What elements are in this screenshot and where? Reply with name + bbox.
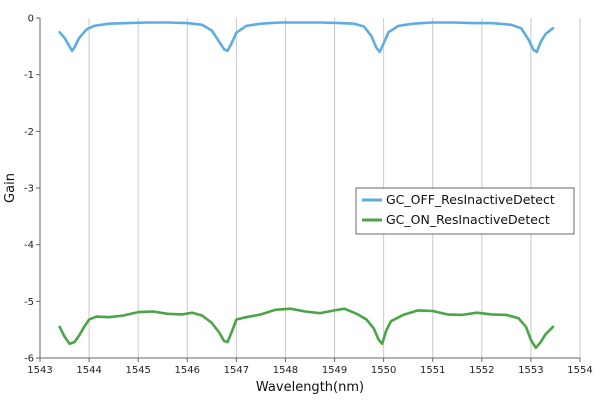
x-tick-label: 1547 xyxy=(224,365,249,376)
y-tick-labels: 0 -1 -2 -3 -4 -5 -6 xyxy=(24,14,34,365)
axes xyxy=(36,17,581,362)
x-tick-label: 1544 xyxy=(76,365,101,376)
x-tick-label: 1543 xyxy=(27,365,52,376)
y-tick-label: -5 xyxy=(24,297,34,308)
x-tick-label: 1545 xyxy=(125,365,150,376)
x-tick-label: 1552 xyxy=(469,365,494,376)
x-tick-label: 1553 xyxy=(518,365,543,376)
legend-label-gc-off: GC_OFF_ResInactiveDetect xyxy=(386,192,555,207)
data-series xyxy=(58,21,555,350)
legend-box xyxy=(355,187,575,235)
y-axis-title: Gain xyxy=(3,173,18,203)
x-tick-label: 1551 xyxy=(420,365,445,376)
x-tick-labels: 1543 1544 1545 1546 1547 1548 1549 1550 1551 1552… xyxy=(27,365,592,376)
y-tick-label: 0 xyxy=(28,14,34,25)
x-tick-label: 1546 xyxy=(175,365,200,376)
y-tick-label: -4 xyxy=(24,240,34,251)
legend-label-gc-on: GC_ON_ResInactiveDetect xyxy=(386,212,550,227)
x-tick-label: 1554 xyxy=(567,365,592,376)
x-tick-label: 1549 xyxy=(322,365,347,376)
y-tick-label: -2 xyxy=(24,127,34,138)
series-line-0 xyxy=(58,21,555,54)
y-tick-label: -6 xyxy=(24,354,34,365)
y-tick-label: -3 xyxy=(24,184,34,195)
series-line-1 xyxy=(58,307,555,350)
legend: GC_OFF_ResInactiveDetect GC_ON_ResInacti… xyxy=(355,187,575,235)
x-tick-label: 1550 xyxy=(371,365,396,376)
y-tick-label: -1 xyxy=(24,70,34,81)
x-tick-label: 1548 xyxy=(273,365,298,376)
x-axis-title: Wavelength(nm) xyxy=(256,380,364,395)
